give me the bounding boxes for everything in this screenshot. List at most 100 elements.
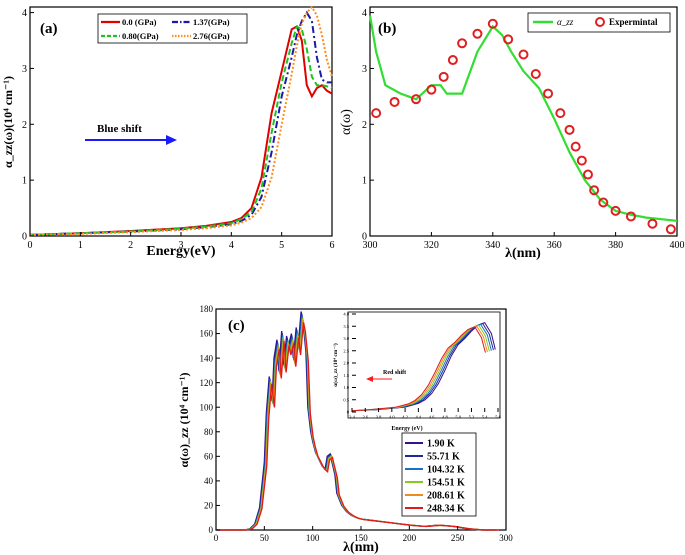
- a-series-line-2: [29, 25, 333, 236]
- c-ytick-label: 60: [204, 451, 214, 461]
- inset-ytick-label: 1.0: [343, 385, 349, 390]
- inset-ytick-label: 2.0: [343, 361, 349, 366]
- inset-xtick-label: 4.6: [429, 415, 435, 420]
- inset-xtick-label: 3.6: [362, 415, 368, 420]
- b-ytick-label: 1: [362, 176, 367, 187]
- legend-a-2-label: 0.80(GPa): [122, 31, 159, 41]
- legend-a-0-label: 0.0 (GPa): [122, 17, 157, 27]
- blue-shift-annotation: Blue shift: [85, 123, 177, 145]
- panel-a-ylabel: α_zz(ω)(10⁴ cm⁻¹): [1, 76, 15, 168]
- c-ytick-label: 0: [209, 525, 214, 535]
- panel-c-legend: 1.90 K 55.71 K 104.32 K 154.51 K 208.61 K 248…: [401, 432, 477, 517]
- b-experimental-point: [487, 18, 498, 29]
- legend-a-1-label: 1.37(GPa): [193, 17, 230, 27]
- a-xtick-label: 3: [179, 240, 184, 251]
- legend-b-1-swatch: [595, 17, 605, 27]
- b-xtick-label: 300: [363, 240, 378, 251]
- legend-a-3-label: 2.76(GPa): [193, 31, 230, 41]
- b-experimental-point: [438, 71, 449, 82]
- inset-ytick-label: 0.5: [343, 397, 349, 402]
- legend-c-2-label: 104.32 K: [427, 465, 465, 476]
- c-ytick-label: 120: [200, 378, 214, 388]
- b-xtick-label: 320: [424, 240, 439, 251]
- inset-ytick-label: 3.5: [343, 324, 349, 329]
- c-xtick-label: 100: [306, 533, 320, 543]
- b-experimental-point: [503, 34, 514, 45]
- inset-xtick-label: 5.2: [469, 415, 475, 420]
- b-experimental-point: [389, 96, 400, 107]
- legend-b-0-label: α_zz: [557, 17, 574, 27]
- a-ytick-label: 2: [22, 120, 27, 131]
- b-ytick-label: 2: [362, 120, 367, 131]
- b-series-line: [368, 15, 678, 222]
- b-xtick-label: 340: [485, 240, 500, 251]
- a-xtick-label: 5: [279, 240, 284, 251]
- c-ytick-label: 100: [200, 402, 214, 412]
- c-ytick-label: 160: [200, 329, 214, 339]
- inset-ytick-label: 2.5: [343, 348, 349, 353]
- a-xtick-label: 1: [78, 240, 83, 251]
- panel-b: 300 320 340 360 380 400 0 1 2 3 4 (b) λ(nm) α(ω) α…: [339, 6, 685, 261]
- inset-xtick-label: 3.8: [376, 415, 382, 420]
- inset-xtick-label: 4.0: [389, 415, 395, 420]
- b-experimental-point: [610, 205, 621, 216]
- b-experimental-point: [665, 224, 676, 235]
- b-experimental-point: [518, 49, 529, 60]
- a-xtick-label: 0: [28, 240, 33, 251]
- inset-xtick-label: 5.6: [495, 415, 501, 420]
- legend-c-3-label: 154.51 K: [427, 478, 465, 489]
- panel-c-legend-box: [401, 432, 477, 517]
- legend-b-1-label: Expermintal: [609, 17, 658, 27]
- legend-c-4-label: 208.61 K: [427, 491, 465, 502]
- b-ytick-label: 3: [362, 64, 367, 75]
- inset-ytick-label: 1.5: [343, 373, 349, 378]
- inset-ytick-label: 4.0: [343, 312, 349, 317]
- b-experimental-point: [564, 124, 575, 135]
- inset-ytick-label: 0: [347, 410, 350, 415]
- inset-xtick-label: 4.8: [442, 415, 448, 420]
- b-experimental-point: [589, 185, 600, 196]
- inset-series-line-5: [351, 326, 486, 412]
- inset-frame: [347, 311, 501, 419]
- panel-c-label: (c): [228, 318, 245, 334]
- panel-b-legend: α_zz Expermintal: [527, 12, 671, 33]
- b-experimental-point: [457, 38, 468, 49]
- b-experimental-point: [543, 88, 554, 99]
- b-experimental-point: [426, 84, 437, 95]
- red-shift-arrow-head: [366, 376, 373, 382]
- red-shift-label: Red shift: [383, 370, 406, 376]
- b-xtick-label: 380: [608, 240, 623, 251]
- c-series-line-5: [218, 322, 499, 531]
- c-ytick-label: 20: [204, 501, 214, 511]
- panel-b-xlabel: λ(nm): [505, 246, 541, 261]
- panel-a-xlabel: Energy(eV): [146, 244, 216, 259]
- b-ytick-label: 4: [362, 8, 367, 19]
- inset-ylabel: α(ω)_zz (10⁴ cm⁻¹): [332, 343, 339, 387]
- c-ytick-label: 140: [200, 353, 214, 363]
- b-experimental-point: [371, 108, 382, 119]
- legend-c-0-label: 1.90 K: [427, 439, 455, 450]
- c-ytick-label: 40: [204, 476, 214, 486]
- b-experimental-point: [530, 69, 541, 80]
- c-ytick-label: 80: [204, 427, 214, 437]
- b-experimental-point: [555, 108, 566, 119]
- b-xtick-label: 360: [547, 240, 562, 251]
- panel-b-frame: [369, 6, 678, 237]
- panel-c-inset: 3.4 3.6 3.8 4.0 4.2 4.4 4.6 4.8 5.0 5.2 5.4 5.6 0 0.5…: [332, 312, 502, 432]
- panel-c-xlabel: λ(nm): [343, 540, 379, 555]
- c-xtick-label: 150: [354, 533, 368, 543]
- red-shift-annotation: Red shift: [366, 370, 406, 382]
- b-experimental-point: [647, 218, 658, 229]
- a-ytick-label: 4: [22, 8, 27, 19]
- b-experimental-point: [411, 94, 422, 105]
- inset-xlabel: Energy (eV): [391, 425, 422, 432]
- b-xtick-label: 400: [670, 240, 685, 251]
- b-experimental-point: [625, 211, 636, 222]
- panel-a-legend: 0.0 (GPa) 1.37(GPa) 0.80(GPa) 2.76(GPa): [97, 13, 248, 44]
- b-experimental-point: [598, 197, 609, 208]
- legend-c-5-label: 248.34 K: [427, 504, 465, 515]
- a-xtick-label: 2: [128, 240, 133, 251]
- inset-xtick-label: 5.0: [455, 415, 461, 420]
- inset-xtick-label: 5.4: [482, 415, 488, 420]
